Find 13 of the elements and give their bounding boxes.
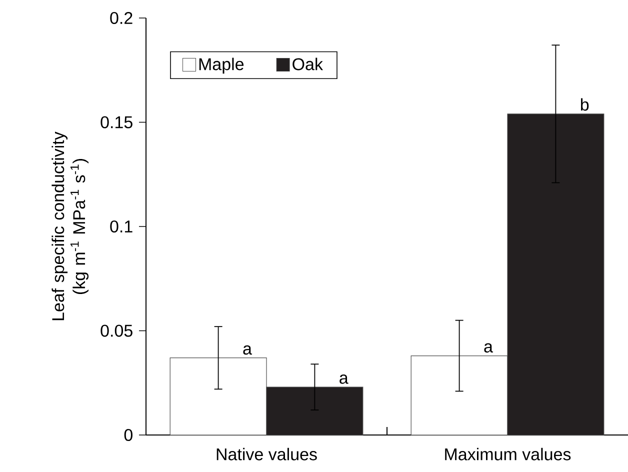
x-tick-label: Native values (216, 448, 317, 460)
y-tick-label: 0.15 (100, 116, 132, 128)
annotation: a (243, 345, 252, 355)
y-tick-label: 0.05 (100, 324, 132, 337)
y-tick-label: 0 (124, 428, 132, 442)
annotation: a (340, 374, 348, 384)
annotation: a (484, 343, 493, 353)
legend-label: Maple (199, 58, 244, 74)
y-tick-label: 0.2 (110, 12, 132, 24)
annotation: b (580, 98, 589, 111)
legend-label: Oak (292, 58, 324, 70)
x-tick-label: Maximum values (445, 448, 571, 460)
y-tick-label: 0.1 (110, 220, 132, 233)
